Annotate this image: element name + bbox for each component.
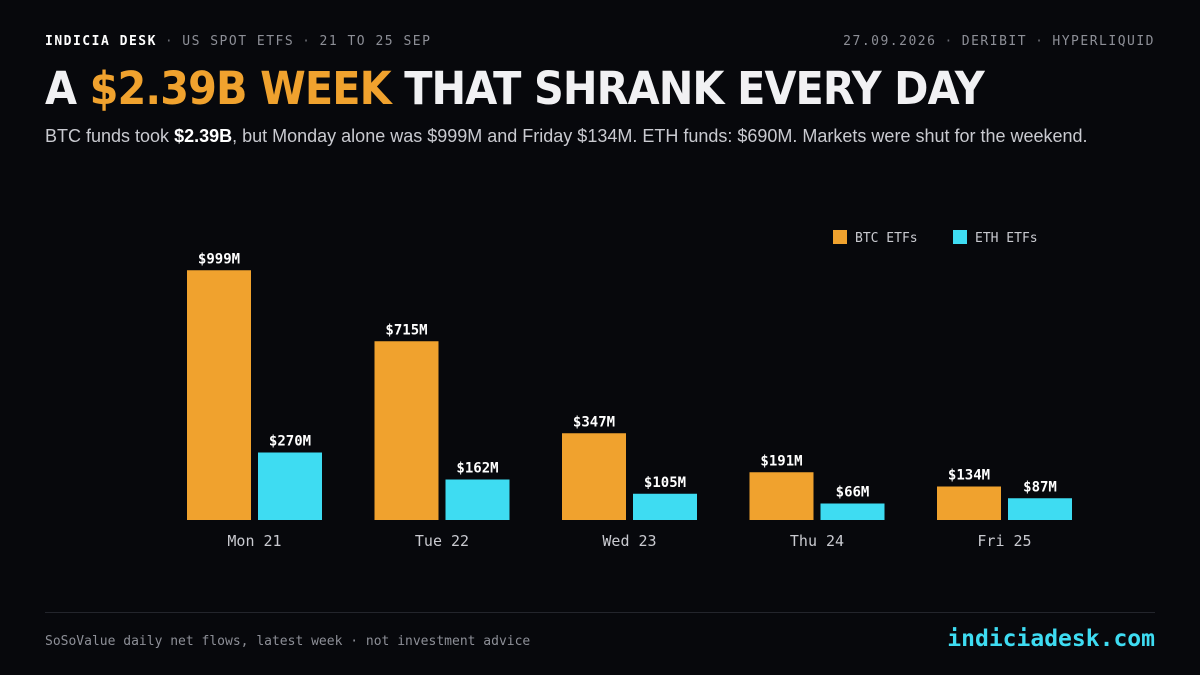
legend-btc-swatch (833, 230, 847, 244)
bar-value-label: $191M (760, 453, 802, 469)
subtitle-highlight: $2.39B (174, 126, 233, 146)
legend-eth-swatch (953, 230, 967, 244)
top-bar: INDICIA DESK · US SPOT ETFS · 21 TO 25 SEP 2… (45, 34, 1155, 49)
source-label-a: DERIBIT (961, 34, 1028, 49)
bar-value-label: $105M (644, 475, 686, 491)
btc-bar (749, 472, 814, 520)
eth-bar (633, 493, 697, 520)
legend-btc-label: BTC ETFs (855, 231, 918, 246)
bar-chart: $999M $270M Mon 21 $715M $162M Tue 22 $347M $10… (187, 230, 1072, 550)
publish-date: 27.09.2026 (843, 34, 937, 49)
headline-post: THAT SHRANK EVERY DAY (390, 62, 985, 115)
bar-value-label: $66M (836, 485, 870, 501)
btc-bar (937, 486, 1001, 520)
headline-accent: $2.39B WEEK (89, 62, 392, 115)
eth-bar (445, 479, 510, 520)
x-tick-label: Fri 25 (977, 532, 1031, 550)
source-note: SoSoValue daily net flows, latest week ·… (45, 634, 531, 649)
bar-value-label: $270M (269, 434, 311, 450)
separator: · (164, 34, 175, 49)
eth-bar (258, 452, 322, 520)
btc-bar (562, 433, 626, 520)
bar-value-label: $87M (1023, 479, 1057, 495)
separator: · (944, 34, 954, 49)
top-bar-left: INDICIA DESK · US SPOT ETFS · 21 TO 25 SEP (45, 34, 431, 49)
x-tick-label: Mon 21 (227, 532, 281, 550)
btc-bar (374, 341, 439, 520)
bar-value-label: $715M (385, 322, 427, 338)
site-link[interactable]: indiciadesk.com (947, 626, 1155, 652)
bar-value-label: $162M (456, 461, 498, 477)
footer-divider (45, 612, 1155, 613)
subtitle-part2: , but Monday alone was $999M and Friday … (232, 126, 1088, 146)
brand-label: INDICIA DESK (45, 34, 157, 49)
separator: · (1035, 34, 1045, 49)
headline-pre: A (45, 62, 90, 115)
bar-value-label: $134M (948, 468, 990, 484)
separator: · (302, 34, 312, 49)
source-label-b: HYPERLIQUID (1052, 34, 1155, 49)
x-tick-label: Thu 24 (790, 532, 844, 550)
headline: A $2.39B WEEK THAT SHRANK EVERY DAY (45, 62, 985, 115)
top-bar-right: 27.09.2026 · DERIBIT · HYPERLIQUID (843, 34, 1155, 49)
bar-value-label: $999M (198, 251, 240, 267)
x-tick-label: Tue 22 (415, 532, 469, 550)
btc-bar (187, 270, 251, 520)
subtitle: BTC funds took $2.39B, but Monday alone … (45, 124, 1125, 149)
eth-bar (820, 503, 885, 520)
bar-value-label: $347M (573, 414, 615, 430)
x-tick-label: Wed 23 (602, 532, 656, 550)
section-label: US SPOT ETFS (182, 34, 295, 49)
legend-eth-label: ETH ETFs (975, 231, 1038, 246)
eth-bar (1008, 498, 1072, 520)
date-range-label: 21 TO 25 SEP (319, 34, 432, 49)
subtitle-part1: BTC funds took (45, 126, 175, 146)
